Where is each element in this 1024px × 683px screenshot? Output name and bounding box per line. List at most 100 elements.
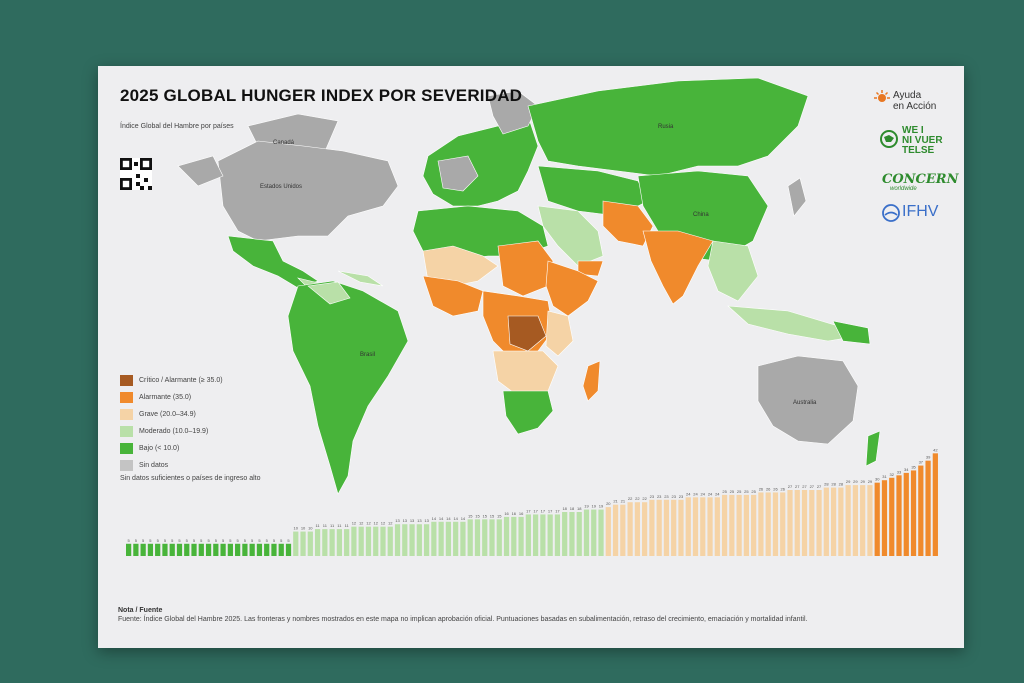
bar-value-label: 26 [780,486,785,491]
bar-value-label: 27 [795,484,800,489]
bar-value-label: 5 [237,538,240,543]
footnote-text: Fuente: Índice Global del Hambre 2025. L… [118,616,808,623]
bar-c11 [198,543,204,556]
north-america [217,140,399,242]
bar-value-label: 28 [839,482,844,487]
bar-c104 [874,482,880,556]
bar-c22 [278,543,284,556]
bar-value-label: 5 [244,538,247,543]
bar-value-label: 25 [737,489,742,494]
legend-swatch [120,375,133,386]
bar-value-label: 5 [157,538,160,543]
bar-c43 [431,521,437,556]
se-asia [707,240,759,302]
bar-value-label: 5 [142,538,145,543]
horn-africa [545,260,599,317]
bar-c81 [707,497,713,556]
bar-c60 [554,514,561,556]
bar-c50 [482,519,488,556]
bar-value-label: 25 [744,489,749,494]
bar-c89 [765,492,771,556]
label-russia: Rusia [658,124,674,130]
legend-swatch [120,392,133,403]
new-guinea [832,320,871,345]
bar-c27 [314,529,321,556]
bar-c92 [787,490,793,556]
bar-c67 [605,507,611,556]
bar-value-label: 16 [512,511,517,516]
bar-c96 [816,490,822,556]
intro-text: Índice Global del Hambre por países [120,123,234,130]
bar-c83 [721,494,728,556]
afghanistan-pakistan [602,200,654,247]
bar-c8 [176,543,183,556]
bar-c110 [918,465,924,556]
bar-c95 [809,490,815,556]
new-zealand [865,430,881,467]
bar-value-label: 11 [337,523,342,528]
bar-c76 [671,499,677,556]
logo-concern-sub: worldwide [890,186,917,192]
footnotes: Nota / Fuente Fuente: Índice Global del … [118,606,948,624]
bar-c94 [801,490,808,556]
bar-c88 [758,492,764,556]
bar-value-label: 23 [650,494,655,499]
bar-c14 [220,543,226,556]
bar-c82 [714,497,720,556]
label-usa: Estados Unidos [260,184,302,190]
bar-value-label: 25 [730,489,735,494]
bar-value-label: 39 [926,455,931,460]
bar-value-label: 5 [178,538,181,543]
bar-value-label: 17 [526,508,531,513]
label-brazil: Brasil [360,352,375,358]
legend-item: Grave (20.0–34.9) [120,406,280,423]
bar-value-label: 15 [475,513,480,518]
bar-value-label: 24 [708,491,713,496]
bar-value-label: 34 [904,467,909,472]
bar-value-label: 11 [330,523,335,528]
bar-value-label: 12 [366,521,371,526]
bar-value-label: 16 [519,511,524,516]
bar-value-label: 14 [453,516,458,521]
bar-c42 [423,524,430,556]
bar-c53 [503,516,510,556]
bar-value-label: 32 [890,472,895,477]
bar-value-label: 16 [504,511,509,516]
bar-c103 [867,485,873,556]
bar-value-label: 13 [417,518,422,523]
legend-swatch [120,409,133,420]
bar-value-label: 26 [759,486,764,491]
bar-c32 [351,526,357,556]
bar-value-label: 5 [149,538,152,543]
bar-value-label: 24 [693,491,698,496]
bar-c68 [612,504,619,556]
bar-c90 [772,492,779,556]
bar-c17 [242,543,248,556]
bar-c91 [780,492,786,556]
bar-c29 [329,529,335,556]
bar-c19 [256,543,263,556]
bar-c72 [642,502,648,556]
bar-value-label: 24 [686,491,691,496]
bar-c85 [736,494,742,556]
bar-value-label: 11 [323,523,328,528]
bar-value-label: 11 [345,523,350,528]
bar-c16 [235,543,241,556]
footnote-title: Nota / Fuente [118,607,163,614]
bar-c55 [518,516,524,556]
poster-title: 2025 GLOBAL HUNGER INDEX POR SEVERIDAD [120,86,523,105]
bar-value-label: 18 [577,506,582,511]
bar-value-label: 37 [919,460,924,465]
bar-value-label: 15 [497,513,502,518]
bar-c102 [860,485,866,556]
bar-c7 [169,543,175,556]
bar-value-label: 17 [548,508,553,513]
bar-value-label: 25 [751,489,756,494]
bar-value-label: 23 [664,494,669,499]
logo-ayuda: Ayuda en Acción [893,90,937,112]
bar-c74 [656,499,662,556]
bar-c15 [227,543,233,556]
bar-c44 [438,521,444,556]
bar-c47 [460,521,466,556]
bar-value-label: 19 [592,504,597,509]
